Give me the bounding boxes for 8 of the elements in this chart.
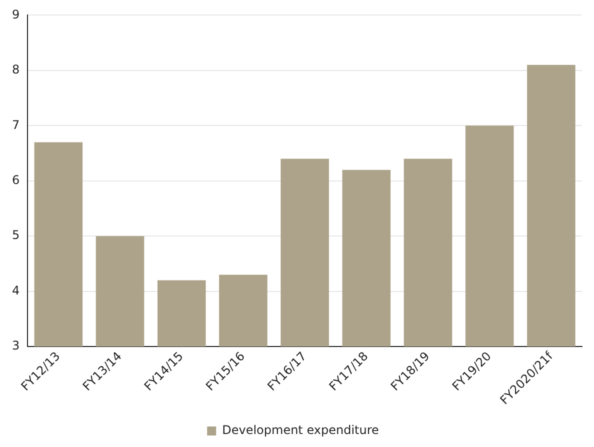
y-tick-label: 8 (12, 62, 20, 77)
y-tick-label: 4 (12, 283, 20, 298)
y-tick-label: 3 (12, 338, 20, 353)
y-tick-label: 9 (12, 7, 20, 22)
y-tick-label: 7 (12, 118, 20, 132)
y-tick-label: 5 (12, 228, 20, 242)
y-tick-label: 6 (12, 172, 20, 187)
legend-label: Development expenditure (222, 423, 379, 438)
